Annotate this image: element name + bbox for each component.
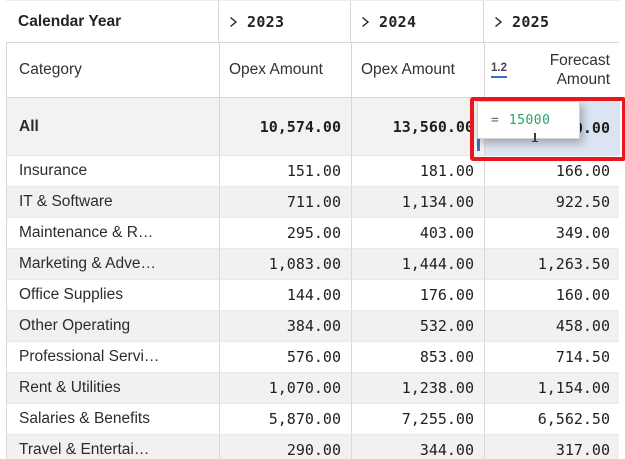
table-row: Insurance 151.00 181.00 166.00: [6, 155, 619, 186]
value-cell-2024[interactable]: 181.00: [351, 156, 484, 186]
table-row: Travel & Entertai… 290.00 344.00 317.00: [6, 434, 619, 459]
value-cell-2023[interactable]: 384.00: [219, 311, 351, 341]
value-cell-2025[interactable]: 160.00: [484, 280, 620, 310]
total-label-text: All: [19, 117, 39, 135]
corner-header: Calendar Year: [6, 1, 218, 42]
value-cell-2024[interactable]: 344.00: [351, 435, 484, 459]
category-cell[interactable]: Maintenance & R…: [19, 224, 154, 241]
category-cell[interactable]: IT & Software: [19, 193, 113, 210]
value-cell-2023[interactable]: 1,070.00: [219, 373, 351, 403]
table-row: Professional Servi… 576.00 853.00 714.50: [6, 341, 619, 372]
measure-label: Forecast Amount: [549, 52, 610, 88]
value-cell-2023[interactable]: 290.00: [219, 435, 351, 459]
value-cell-2025[interactable]: 1,154.00: [484, 373, 620, 403]
table-row: IT & Software 711.00 1,134.00 922.50: [6, 186, 619, 217]
value-cell-2024[interactable]: 7,255.00: [351, 404, 484, 434]
value-cell-2025[interactable]: 349.00: [484, 218, 620, 248]
pivot-table: Calendar Year 2023 2024 2025: [6, 0, 620, 459]
table-row: Maintenance & R… 295.00 403.00 349.00: [6, 217, 619, 248]
chevron-right-icon[interactable]: [493, 16, 503, 28]
measure-header-row: Category Opex Amount Opex Amount 1.2 For…: [6, 42, 619, 97]
value-cell-2023[interactable]: 711.00: [219, 187, 351, 217]
value-cell-2025[interactable]: 458.00: [484, 311, 620, 341]
category-cell[interactable]: Professional Servi…: [19, 348, 160, 365]
value-cell-2024[interactable]: 1,134.00: [351, 187, 484, 217]
chevron-right-icon[interactable]: [360, 16, 370, 28]
table-row: Rent & Utilities 1,070.00 1,238.00 1,154.00: [6, 372, 619, 403]
text-cursor-icon: [531, 133, 538, 142]
category-cell[interactable]: Insurance: [19, 162, 88, 179]
value-cell-2023[interactable]: 5,870.00: [219, 404, 351, 434]
table-row: Marketing & Adve… 1,083.00 1,444.00 1,263.5…: [6, 248, 619, 279]
value-cell-2023[interactable]: 144.00: [219, 280, 351, 310]
value-cell-2024[interactable]: 1,444.00: [351, 249, 484, 279]
category-column-header[interactable]: Category: [7, 43, 219, 97]
total-value-text: 10,574.00: [259, 117, 341, 136]
category-cell[interactable]: Other Operating: [19, 317, 131, 334]
opex-amount-header-2024[interactable]: Opex Amount: [351, 43, 484, 97]
year-header-2023[interactable]: 2023: [218, 1, 350, 42]
cell-edit-popup[interactable]: = 15000: [477, 101, 580, 139]
value-cell-2024[interactable]: 403.00: [351, 218, 484, 248]
year-header-2024[interactable]: 2024: [350, 1, 483, 42]
value-cell-2023[interactable]: 151.00: [219, 156, 351, 186]
total-cell-2023[interactable]: 10,574.00: [219, 98, 351, 155]
year-label: 2024: [379, 12, 417, 31]
opex-amount-header-2023[interactable]: Opex Amount: [219, 43, 351, 97]
corner-header-label: Calendar Year: [18, 12, 122, 30]
value-cell-2024[interactable]: 1,238.00: [351, 373, 484, 403]
category-cell[interactable]: Marketing & Adve…: [19, 255, 156, 272]
edit-value-input[interactable]: 15000: [508, 112, 551, 128]
category-cell[interactable]: Salaries & Benefits: [19, 410, 150, 427]
category-cell[interactable]: Office Supplies: [19, 286, 123, 303]
table-body: Insurance 151.00 181.00 166.00 IT & Software…: [6, 155, 619, 459]
category-cell[interactable]: Rent & Utilities: [19, 379, 121, 396]
value-cell-2025[interactable]: 166.00: [484, 156, 620, 186]
value-cell-2024[interactable]: 532.00: [351, 311, 484, 341]
category-header-label: Category: [19, 61, 82, 78]
value-cell-2025[interactable]: 1,263.50: [484, 249, 620, 279]
table-row: Office Supplies 144.00 176.00 160.00: [6, 279, 619, 310]
category-cell[interactable]: Travel & Entertai…: [19, 441, 150, 458]
chevron-right-icon[interactable]: [228, 16, 238, 28]
year-header-2025[interactable]: 2025: [483, 1, 619, 42]
value-cell-2025[interactable]: 714.50: [484, 342, 620, 372]
value-cell-2025[interactable]: 317.00: [484, 435, 620, 459]
value-cell-2023[interactable]: 295.00: [219, 218, 351, 248]
cell-edit-caret: [477, 130, 480, 151]
measure-label: Opex Amount: [229, 61, 323, 78]
value-cell-2024[interactable]: 853.00: [351, 342, 484, 372]
total-cell-2024[interactable]: 13,560.00: [351, 98, 484, 155]
equals-sign: =: [491, 112, 499, 128]
year-label: 2023: [247, 12, 285, 31]
table-row: Other Operating 384.00 532.00 458.00: [6, 310, 619, 341]
table-row: Salaries & Benefits 5,870.00 7,255.00 6,562…: [6, 403, 619, 434]
value-cell-2024[interactable]: 176.00: [351, 280, 484, 310]
total-row-label[interactable]: All: [7, 98, 219, 155]
total-value-text: 13,560.00: [392, 117, 474, 136]
value-cell-2025[interactable]: 6,562.50: [484, 404, 620, 434]
year-label: 2025: [512, 12, 550, 31]
value-cell-2023[interactable]: 1,083.00: [219, 249, 351, 279]
forecast-amount-header-2025[interactable]: 1.2 Forecast Amount: [484, 43, 620, 97]
numeric-format-icon[interactable]: 1.2: [491, 62, 507, 78]
measure-label: Opex Amount: [361, 61, 455, 78]
value-cell-2023[interactable]: 576.00: [219, 342, 351, 372]
year-header-row: Calendar Year 2023 2024 2025: [6, 0, 619, 42]
value-cell-2025[interactable]: 922.50: [484, 187, 620, 217]
